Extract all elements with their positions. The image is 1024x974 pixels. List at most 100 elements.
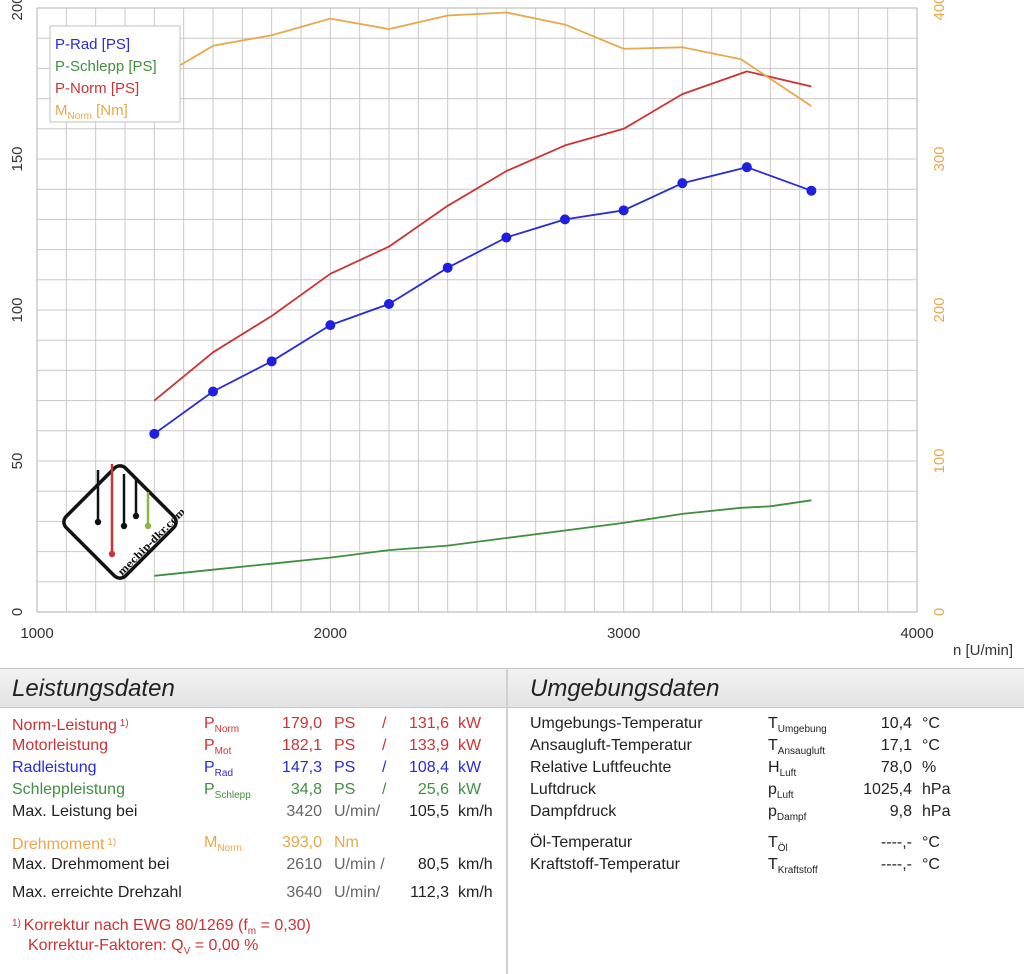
- umgebungs-row: Dampfdruck pDampf 9,8 hPa: [0, 802, 1024, 823]
- y-right-tick-label: 0: [931, 608, 948, 616]
- data-panel: Leistungsdaten Umgebungsdaten Norm-Leist…: [0, 668, 1024, 974]
- row-separator: /: [382, 781, 387, 798]
- data-point: [560, 214, 570, 225]
- row-unit-2: km/h: [458, 884, 493, 901]
- row-unit-1: U/min/: [334, 803, 381, 820]
- y-left-tick-label: 0: [9, 608, 26, 616]
- row-label: Max. Leistung bei: [12, 803, 138, 820]
- row-unit-1: PS: [334, 737, 356, 754]
- row-unit-2: kW: [458, 715, 482, 732]
- legend-entry: MNorm [Nm]: [55, 102, 128, 122]
- umgebungs-row: Kraftstoff-Temperatur TKraftstoff ----,- °C: [0, 855, 1024, 876]
- leistungs-row: Max. erreichte Drehzahl 3640 U/min/112,3 km…: [0, 883, 1024, 903]
- row-label: Max. erreichte Drehzahl: [12, 884, 182, 901]
- row-unit-1: Nm: [334, 834, 359, 851]
- row-unit-2: km/h: [458, 803, 493, 820]
- x-tick-label: 4000: [900, 625, 933, 642]
- leistungs-row: Motorleistung PMot 182,1 PS / 133,9 kW: [0, 736, 1024, 757]
- row-unit-1: PS: [334, 781, 356, 798]
- row-value-1: 3640: [286, 884, 322, 901]
- footnote-line-1: 1) Korrektur nach EWG 80/1269 (fm = 0,30…: [0, 914, 1024, 937]
- row-symbol: TAnsaugluft: [768, 737, 826, 757]
- row-label: Norm-Leistung 1): [12, 717, 129, 734]
- row-value-2: 80,5: [417, 856, 449, 873]
- row-label: Umgebungs-Temperatur: [530, 715, 703, 732]
- leistungs-row: Norm-Leistung 1) PNorm 179,0 PS / 131,6 kW: [0, 714, 1024, 735]
- row-unit-2: kW: [458, 759, 482, 776]
- row-symbol: PRad: [204, 759, 234, 779]
- row-value: 17,1: [880, 737, 912, 754]
- row-separator: /: [382, 737, 387, 754]
- series-line-0: [153, 166, 812, 435]
- umgebungs-row: Öl-Temperatur TÖl ----,- °C: [0, 833, 1024, 854]
- series-line-2: [153, 70, 812, 402]
- mechip-logo: mechip-dkr.com: [62, 464, 184, 580]
- row-value-1: 147,3: [281, 759, 322, 776]
- row-unit: hPa: [922, 781, 951, 798]
- row-symbol: TUmgebung: [768, 715, 827, 735]
- row-symbol: PSchlepp: [204, 781, 251, 801]
- row-value-2: 25,6: [417, 781, 449, 798]
- row-unit: °C: [922, 834, 940, 851]
- data-point: [325, 320, 336, 331]
- row-value-2: 131,6: [408, 715, 449, 732]
- series-line-1: [154, 499, 812, 577]
- row-label: Dampfdruck: [530, 803, 617, 820]
- row-value-1: 3420: [286, 803, 322, 820]
- y-left-tick-label: 200: [9, 0, 26, 21]
- row-label: Drehmoment 1): [12, 836, 117, 853]
- data-point: [384, 298, 394, 309]
- row-value-1: 34,8: [290, 781, 322, 798]
- row-value-2: 108,4: [408, 759, 449, 776]
- row-symbol: PNorm: [204, 715, 240, 735]
- series-line-3: [153, 11, 812, 107]
- row-label: Ansaugluft-Temperatur: [530, 737, 692, 754]
- row-label: Öl-Temperatur: [530, 834, 633, 851]
- row-unit: °C: [922, 856, 940, 873]
- row-label: Radleistung: [12, 759, 97, 776]
- umgebungsdaten-title: Umgebungsdaten: [508, 668, 1024, 708]
- row-value: ----,-: [880, 834, 912, 851]
- umgebungs-row: Luftdruck pLuft 1025,4 hPa: [0, 780, 1024, 801]
- legend-entry: P-Norm [PS]: [55, 80, 139, 97]
- leistungs-row: Schleppleistung PSchlepp 34,8 PS / 25,6 kW: [0, 780, 1024, 801]
- legend-entry: P-Rad [PS]: [55, 36, 130, 53]
- row-symbol: pLuft: [768, 781, 794, 801]
- footnote-text-1: 1) Korrektur nach EWG 80/1269 (fm = 0,30…: [12, 917, 311, 938]
- row-value-1: 2610: [286, 856, 322, 873]
- legend-entry: P-Schlepp [PS]: [55, 58, 157, 75]
- row-symbol: pDampf: [768, 803, 807, 823]
- row-value-2: 112,3: [410, 884, 449, 901]
- data-point: [806, 185, 817, 196]
- row-separator: /: [382, 759, 387, 776]
- x-tick-label: 3000: [607, 625, 640, 642]
- y-left-tick-label: 100: [9, 297, 26, 322]
- row-symbol: PMot: [204, 737, 232, 757]
- row-unit: %: [922, 759, 937, 776]
- leistungs-row: Max. Leistung bei 3420 U/min/105,5 km/h: [0, 802, 1024, 822]
- umgebungs-row: Relative Luftfeuchte HLuft 78,0%: [0, 758, 1024, 779]
- row-unit-2: kW: [458, 781, 482, 798]
- row-value: 1025,4: [863, 781, 912, 798]
- row-label: Luftdruck: [530, 781, 596, 798]
- data-point: [618, 205, 629, 216]
- row-symbol: TÖl: [768, 834, 788, 854]
- row-unit: °C: [922, 737, 940, 754]
- data-point: [741, 162, 752, 173]
- row-value-1: 393,0: [281, 834, 322, 851]
- row-label: Max. Drehmoment bei: [12, 856, 170, 873]
- row-label: Schleppleistung: [12, 781, 125, 798]
- row-label: Motorleistung: [12, 737, 109, 754]
- leistungsdaten-title: Leistungsdaten: [0, 668, 506, 708]
- row-unit-1: U/min/: [334, 884, 381, 901]
- row-unit-2: km/h: [458, 856, 493, 873]
- legend-box: [49, 25, 181, 123]
- leistungs-row: Max. Drehmoment bei 2610 U/min / 80,5 km/h: [0, 855, 1024, 875]
- row-label: Kraftstoff-Temperatur: [530, 856, 680, 873]
- y-right-tick-label: 400: [931, 0, 948, 21]
- row-unit: hPa: [922, 803, 951, 820]
- data-point: [677, 178, 688, 189]
- leistungs-row: Radleistung PRad 147,3 PS / 108,4 kW: [0, 758, 1024, 779]
- x-axis-label: n [U/min]: [953, 642, 1013, 659]
